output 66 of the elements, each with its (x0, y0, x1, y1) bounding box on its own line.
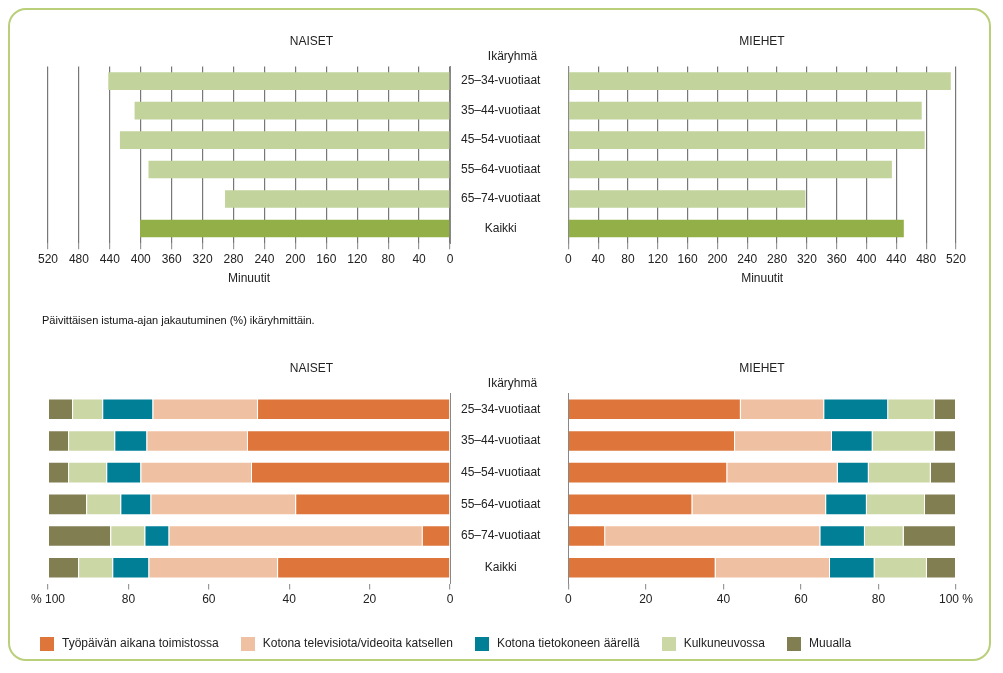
x-tick-label: 400 (856, 251, 877, 266)
x-axis-title: Minuutit (227, 271, 271, 286)
legend-label: Työpäivän aikana toimistossa (62, 636, 219, 650)
x-tick-label: 240 (737, 251, 758, 266)
chart-subtitle: Päivittäisen istuma-ajan jakautuminen (%) ikäryhmittäin. (42, 314, 315, 326)
x-tick-label: 440 (99, 251, 121, 266)
x-tick-label: 480 (68, 251, 90, 266)
x-tick-label: 0 (446, 592, 454, 607)
y-tick-label: 25–34-vuotiaat (460, 73, 542, 88)
x-tick-label: 0 (446, 251, 454, 266)
y-axis-title: Ikäryhmä (487, 376, 538, 391)
x-axis-title: Minuutit (741, 271, 784, 286)
x-tick-label: 520 (945, 251, 967, 266)
y-tick-label: 35–44-vuotiaat (460, 102, 542, 117)
x-tick-label: 20 (362, 592, 377, 607)
legend-label: Kulkuneuvossa (683, 636, 766, 650)
chart-title: NAISET (289, 33, 334, 48)
x-tick-label: 40 (591, 251, 606, 266)
x-tick-label: 120 (347, 251, 368, 266)
x-tick-label: 40 (716, 592, 731, 607)
x-tick-label: 20 (639, 592, 653, 607)
x-tick-label: 40 (412, 251, 427, 266)
x-tick-label: 280 (223, 251, 244, 266)
x-tick-label: 480 (916, 251, 937, 266)
x-tick-label: 80 (871, 592, 886, 607)
x-tick-label: 160 (316, 251, 337, 266)
x-tick-label: 160 (677, 251, 698, 266)
y-tick-label: 65–74-vuotiaat (460, 191, 542, 206)
x-tick-label: 200 (707, 251, 728, 266)
x-tick-label: 360 (826, 251, 848, 266)
x-tick-label: 120 (647, 251, 669, 266)
x-tick-label: 320 (796, 251, 818, 266)
y-tick-label: 45–54-vuotiaat (460, 464, 542, 479)
x-tick-label: 100 % (938, 592, 974, 607)
y-tick-label: 65–74-vuotiaat (460, 528, 542, 543)
y-tick-label: 55–64-vuotiaat (460, 161, 542, 176)
x-tick-label: 280 (767, 251, 788, 266)
y-tick-label: 45–54-vuotiaat (460, 132, 542, 147)
legend-label: Kotona televisiota/videoita katsellen (262, 636, 453, 650)
y-tick-label: 55–64-vuotiaat (460, 496, 542, 511)
x-tick-label: 360 (161, 251, 183, 266)
x-tick-label: 40 (282, 592, 297, 607)
x-tick-label: 0 (564, 592, 572, 607)
legend-label: Kotona tietokoneen äärellä (496, 636, 640, 650)
x-tick-label: 80 (381, 251, 396, 266)
x-tick-label: 320 (192, 251, 213, 266)
x-tick-label: 60 (794, 592, 808, 607)
legend-label: Muualla (809, 636, 852, 650)
x-tick-label: 60 (202, 592, 216, 607)
chart-title: MIEHET (739, 33, 786, 48)
y-tick-label: 35–44-vuotiaat (460, 433, 542, 448)
y-tick-label: Kaikki (484, 220, 517, 235)
y-tick-label: 25–34-vuotiaat (460, 401, 542, 416)
x-tick-label: 200 (285, 251, 306, 266)
x-tick-label: 0 (564, 251, 572, 266)
x-tick-label: 240 (254, 251, 275, 266)
x-tick-label: 80 (121, 592, 136, 607)
x-tick-label: 400 (130, 251, 152, 266)
y-axis-title: Ikäryhmä (487, 49, 538, 64)
x-tick-label: 80 (621, 251, 635, 266)
chart-title: MIEHET (739, 360, 786, 375)
y-tick-label: Kaikki (484, 560, 517, 575)
chart-title: NAISET (289, 360, 334, 375)
x-tick-label: 520 (37, 251, 59, 266)
x-tick-label: % 100 (30, 592, 66, 607)
x-tick-label: 440 (886, 251, 907, 266)
